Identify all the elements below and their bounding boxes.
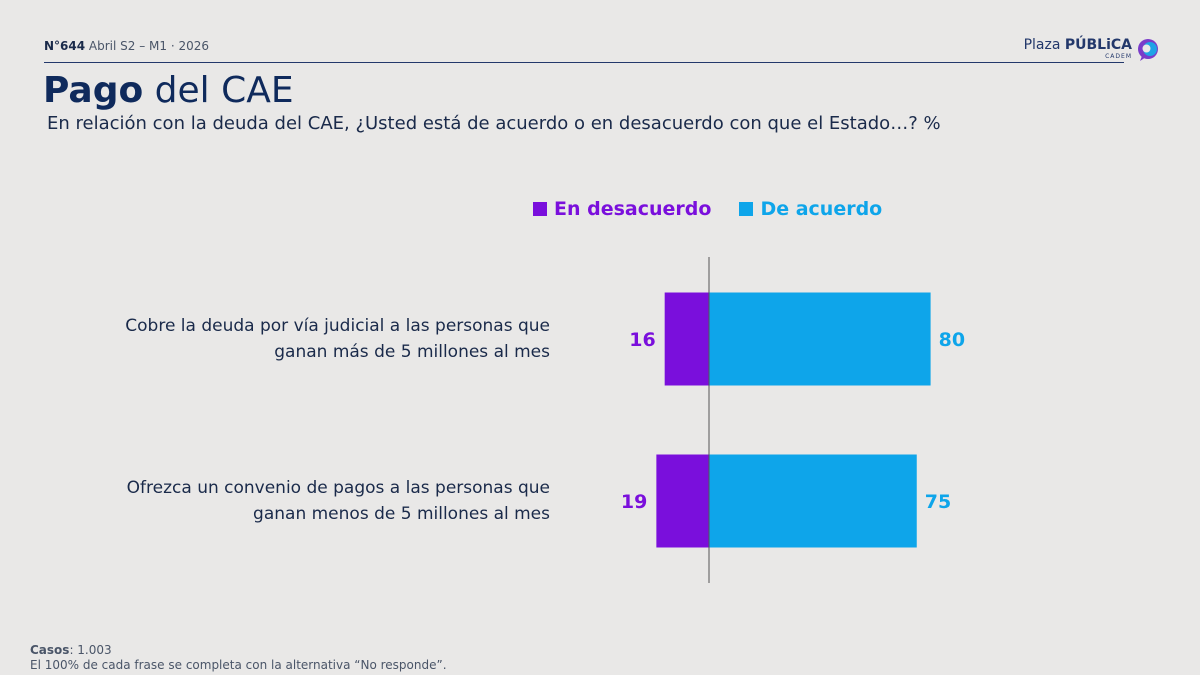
- header-rule: [44, 62, 1124, 63]
- legend-item-agree: De acuerdo: [739, 198, 882, 220]
- bar-agree-1: [709, 292, 931, 386]
- footer-note: El 100% de cada frase se completa con la…: [30, 658, 447, 672]
- speech-bubble-icon: [1138, 39, 1158, 61]
- brand-publica: PÚBLiCA: [1064, 37, 1132, 53]
- category-label-2-line-1: Ofrezca un convenio de pagos a las perso…: [127, 478, 550, 498]
- edition-number: N°644: [44, 39, 86, 53]
- data-label-agree-1: 80: [939, 329, 965, 351]
- brand-plaza: Plaza: [1023, 37, 1061, 53]
- casos-label: Casos: [30, 643, 70, 657]
- chart-legend: En desacuerdo De acuerdo: [533, 198, 882, 220]
- data-label-disagree-2: 19: [621, 491, 647, 513]
- legend-item-disagree: En desacuerdo: [533, 198, 711, 220]
- data-label-agree-2: 75: [925, 491, 951, 513]
- brand-cadem: CADEM: [1105, 53, 1132, 60]
- category-label-1-line-2: ganan más de 5 millones al mes: [274, 342, 550, 362]
- page-title: Pago del CAE: [43, 70, 294, 111]
- casos-value: : 1.003: [69, 643, 112, 657]
- page-subtitle: En relación con la deuda del CAE, ¿Usted…: [47, 113, 941, 134]
- legend-label-agree: De acuerdo: [760, 198, 883, 220]
- bar-disagree-2: [656, 454, 709, 548]
- bar-agree-2: [709, 454, 917, 548]
- category-label-2-line-2: ganan menos de 5 millones al mes: [253, 504, 550, 524]
- title-rest: del CAE: [154, 70, 294, 111]
- data-label-disagree-1: 16: [629, 329, 655, 351]
- edition-label: N°644 Abril S2 – M1 · 2026: [44, 39, 209, 53]
- footer: Casos: 1.003 El 100% de cada frase se co…: [30, 643, 447, 673]
- title-bold: Pago: [43, 70, 144, 111]
- category-label-1-line-1: Cobre la deuda por vía judicial a las pe…: [125, 316, 550, 336]
- legend-label-disagree: En desacuerdo: [554, 198, 712, 220]
- legend-swatch-disagree: [533, 202, 547, 216]
- brand-logo: Plaza PÚBLiCA CADEM: [1024, 38, 1160, 66]
- legend-swatch-agree: [739, 202, 754, 216]
- edition-date: Abril S2 – M1 · 2026: [88, 39, 210, 53]
- bar-disagree-1: [664, 292, 709, 386]
